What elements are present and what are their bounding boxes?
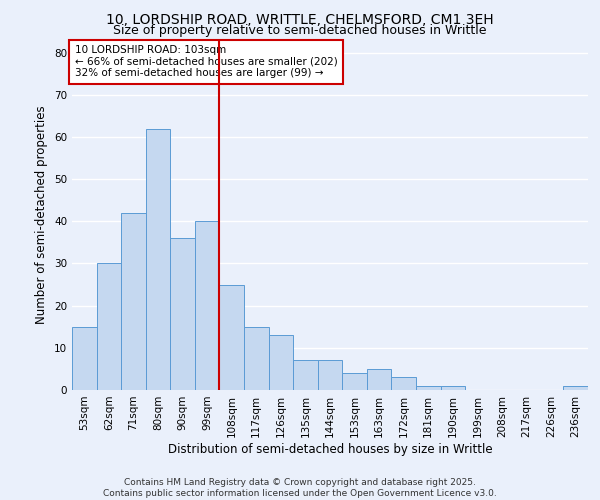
Text: 10, LORDSHIP ROAD, WRITTLE, CHELMSFORD, CM1 3EH: 10, LORDSHIP ROAD, WRITTLE, CHELMSFORD, …: [106, 12, 494, 26]
X-axis label: Distribution of semi-detached houses by size in Writtle: Distribution of semi-detached houses by …: [167, 442, 493, 456]
Bar: [416, 386, 440, 390]
Bar: [440, 386, 465, 390]
Bar: [269, 335, 293, 390]
Bar: [318, 360, 342, 390]
Y-axis label: Number of semi-detached properties: Number of semi-detached properties: [35, 106, 49, 324]
Bar: [391, 378, 416, 390]
Bar: [170, 238, 195, 390]
Bar: [121, 213, 146, 390]
Bar: [244, 326, 269, 390]
Bar: [146, 128, 170, 390]
Text: Contains HM Land Registry data © Crown copyright and database right 2025.
Contai: Contains HM Land Registry data © Crown c…: [103, 478, 497, 498]
Bar: [97, 264, 121, 390]
Bar: [367, 369, 391, 390]
Bar: [72, 326, 97, 390]
Text: Size of property relative to semi-detached houses in Writtle: Size of property relative to semi-detach…: [113, 24, 487, 37]
Bar: [220, 284, 244, 390]
Bar: [563, 386, 588, 390]
Bar: [342, 373, 367, 390]
Bar: [293, 360, 318, 390]
Text: 10 LORDSHIP ROAD: 103sqm
← 66% of semi-detached houses are smaller (202)
32% of : 10 LORDSHIP ROAD: 103sqm ← 66% of semi-d…: [74, 46, 337, 78]
Bar: [195, 222, 220, 390]
